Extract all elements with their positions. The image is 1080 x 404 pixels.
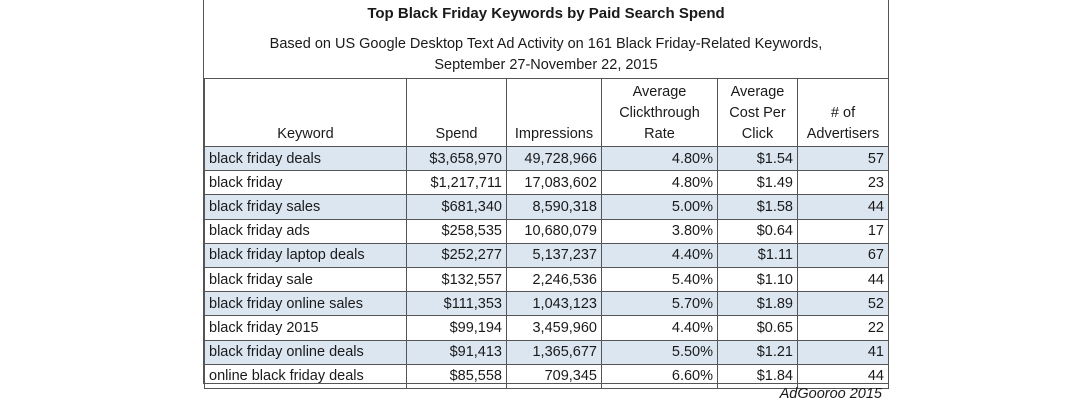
cell-keyword: black friday sales bbox=[204, 194, 407, 220]
header-ctr: Average Clickthrough Rate bbox=[601, 78, 718, 147]
cell-keyword: black friday sale bbox=[204, 266, 407, 293]
cell-advertisers: 67 bbox=[797, 242, 889, 268]
cell-impressions: 2,246,536 bbox=[506, 266, 602, 293]
report-subtitle: Based on US Google Desktop Text Ad Activ… bbox=[204, 34, 888, 76]
cell-impressions: 17,083,602 bbox=[506, 170, 602, 196]
cell-ctr: 4.40% bbox=[601, 315, 718, 341]
cell-advertisers: 44 bbox=[797, 363, 889, 389]
source-credit: AdGooroo 2015 bbox=[779, 386, 882, 402]
cell-cpc: $1.11 bbox=[717, 242, 798, 268]
table-row: black friday online deals $91,413 1,365,… bbox=[204, 339, 889, 365]
cell-keyword: black friday bbox=[204, 170, 407, 196]
cell-ctr: 6.60% bbox=[601, 363, 718, 389]
cell-advertisers: 22 bbox=[797, 315, 889, 341]
cell-keyword: black friday deals bbox=[204, 145, 407, 172]
cell-cpc: $1.54 bbox=[717, 145, 798, 172]
header-keyword: Keyword bbox=[204, 78, 407, 147]
cell-ctr: 5.00% bbox=[601, 194, 718, 220]
cell-cpc: $1.58 bbox=[717, 194, 798, 220]
cell-impressions: 5,137,237 bbox=[506, 242, 602, 268]
cell-impressions: 49,728,966 bbox=[506, 145, 602, 172]
keyword-report-frame: Top Black Friday Keywords by Paid Search… bbox=[203, 0, 889, 389]
cell-advertisers: 17 bbox=[797, 218, 889, 244]
cell-spend: $85,558 bbox=[406, 363, 507, 389]
cell-impressions: 1,043,123 bbox=[506, 291, 602, 317]
cell-spend: $258,535 bbox=[406, 218, 507, 244]
cell-cpc: $1.21 bbox=[717, 339, 798, 365]
subtitle-line-1: Based on US Google Desktop Text Ad Activ… bbox=[269, 36, 823, 52]
cell-spend: $132,557 bbox=[406, 266, 507, 293]
table-row: black friday ads $258,535 10,680,079 3.8… bbox=[204, 218, 889, 244]
cell-impressions: 1,365,677 bbox=[506, 339, 602, 365]
cell-advertisers: 52 bbox=[797, 291, 889, 317]
header-spend: Spend bbox=[406, 78, 507, 147]
cell-spend: $252,277 bbox=[406, 242, 507, 268]
cell-keyword: black friday online sales bbox=[204, 291, 407, 317]
cell-spend: $3,658,970 bbox=[406, 145, 507, 172]
table-row: black friday laptop deals $252,277 5,137… bbox=[204, 242, 889, 268]
table-row: black friday 2015 $99,194 3,459,960 4.40… bbox=[204, 315, 889, 341]
cell-ctr: 4.80% bbox=[601, 145, 718, 172]
cell-spend: $681,340 bbox=[406, 194, 507, 220]
report-title: Top Black Friday Keywords by Paid Search… bbox=[367, 5, 725, 22]
cell-spend: $91,413 bbox=[406, 339, 507, 365]
cell-impressions: 10,680,079 bbox=[506, 218, 602, 244]
cell-ctr: 5.50% bbox=[601, 339, 718, 365]
table-row: black friday online sales $111,353 1,043… bbox=[204, 291, 889, 317]
cell-cpc: $0.64 bbox=[717, 218, 798, 244]
cell-advertisers: 23 bbox=[797, 170, 889, 196]
cell-advertisers: 41 bbox=[797, 339, 889, 365]
header-impressions: Impressions bbox=[506, 78, 602, 147]
cell-keyword: online black friday deals bbox=[204, 363, 407, 389]
cell-impressions: 709,345 bbox=[506, 363, 602, 389]
cell-ctr: 4.80% bbox=[601, 170, 718, 196]
header-cpc: Average Cost Per Click bbox=[717, 78, 798, 147]
cell-cpc: $1.89 bbox=[717, 291, 798, 317]
cell-spend: $1,217,711 bbox=[406, 170, 507, 196]
table-row: black friday deals $3,658,970 49,728,966… bbox=[204, 145, 889, 172]
cell-impressions: 8,590,318 bbox=[506, 194, 602, 220]
table-row: online black friday deals $85,558 709,34… bbox=[204, 363, 889, 389]
cell-cpc: $0.65 bbox=[717, 315, 798, 341]
cell-keyword: black friday ads bbox=[204, 218, 407, 244]
header-advertisers: # of Advertisers bbox=[797, 78, 889, 147]
cell-keyword: black friday 2015 bbox=[204, 315, 407, 341]
cell-ctr: 3.80% bbox=[601, 218, 718, 244]
cell-keyword: black friday laptop deals bbox=[204, 242, 407, 268]
table-row: black friday $1,217,711 17,083,602 4.80%… bbox=[204, 170, 889, 196]
cell-spend: $99,194 bbox=[406, 315, 507, 341]
subtitle-line-2: September 27-November 22, 2015 bbox=[434, 57, 658, 73]
table-row: black friday sale $132,557 2,246,536 5.4… bbox=[204, 266, 889, 293]
header-row: Keyword Spend Impressions Average Clickt… bbox=[204, 78, 889, 147]
cell-impressions: 3,459,960 bbox=[506, 315, 602, 341]
cell-ctr: 4.40% bbox=[601, 242, 718, 268]
cell-keyword: black friday online deals bbox=[204, 339, 407, 365]
cell-cpc: $1.49 bbox=[717, 170, 798, 196]
cell-spend: $111,353 bbox=[406, 291, 507, 317]
keyword-table: Keyword Spend Impressions Average Clickt… bbox=[204, 78, 889, 389]
cell-advertisers: 44 bbox=[797, 266, 889, 293]
cell-ctr: 5.40% bbox=[601, 266, 718, 293]
cell-advertisers: 44 bbox=[797, 194, 889, 220]
cell-advertisers: 57 bbox=[797, 145, 889, 172]
cell-ctr: 5.70% bbox=[601, 291, 718, 317]
table-row: black friday sales $681,340 8,590,318 5.… bbox=[204, 194, 889, 220]
cell-cpc: $1.10 bbox=[717, 266, 798, 293]
